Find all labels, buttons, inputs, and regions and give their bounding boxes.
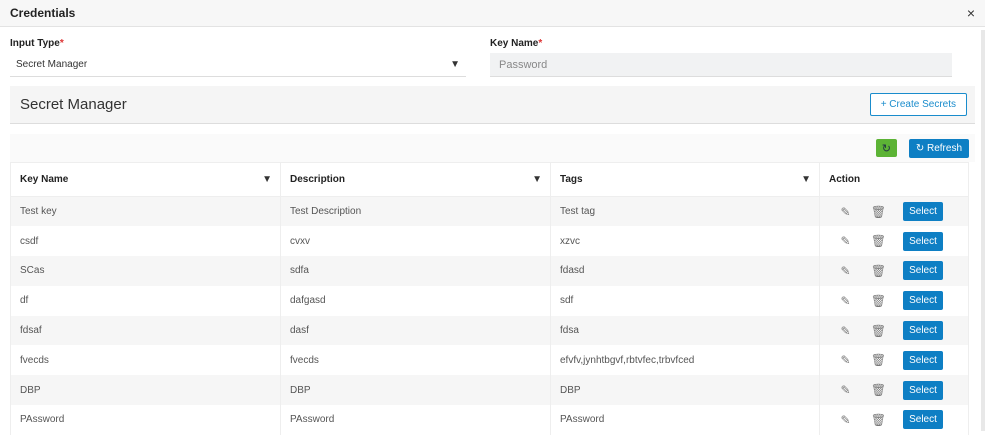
- select-button[interactable]: Select: [903, 261, 943, 281]
- trash-icon[interactable]: 🗑: [870, 293, 887, 308]
- trash-icon[interactable]: 🗑: [870, 204, 887, 219]
- dialog-title: Credentials: [10, 6, 76, 20]
- select-button[interactable]: Select: [903, 350, 943, 370]
- filter-icon[interactable]: ▼: [532, 174, 542, 185]
- cell-description: DBP: [280, 375, 551, 406]
- table-row: Test key Test Description Test tag ✎ 🗑 Select: [10, 196, 969, 227]
- secrets-table: Key Name ▼ Description ▼ Tags ▼ Action Test…: [10, 162, 969, 435]
- edit-icon[interactable]: ✎: [840, 323, 851, 338]
- trash-icon[interactable]: 🗑: [870, 323, 887, 338]
- table-row: PAssword PAssword PAssword ✎ 🗑 Select: [10, 405, 969, 435]
- cell-key-name: df: [10, 285, 281, 316]
- create-secrets-button[interactable]: + Create Secrets: [869, 93, 967, 116]
- cell-tags: efvfv,jynhtbgvf,rbtvfec,trbvfced: [550, 345, 820, 376]
- table-row: SCas sdfa fdasd ✎ 🗑 Select: [10, 256, 969, 286]
- column-header-tags: Tags ▼: [550, 162, 820, 197]
- edit-icon[interactable]: ✎: [840, 412, 851, 427]
- table-row: DBP DBP DBP ✎ 🗑 Select: [10, 375, 969, 406]
- cell-description: dasf: [280, 315, 551, 346]
- cell-tags: DBP: [550, 375, 820, 406]
- trash-icon[interactable]: 🗑: [870, 383, 887, 398]
- cell-tags: xzvc: [550, 226, 820, 257]
- cell-key-name: Test key: [10, 196, 281, 227]
- key-name-label: Key Name*: [490, 38, 543, 49]
- caret-down-icon: ▼: [450, 59, 460, 70]
- key-name-input[interactable]: [490, 53, 952, 77]
- cell-tags: fdasd: [550, 256, 820, 286]
- cell-tags: sdf: [550, 285, 820, 316]
- credentials-form: Input Type* Secret Manager ▼ Key Name*: [0, 38, 985, 77]
- select-button[interactable]: Select: [903, 380, 943, 400]
- cell-key-name: fvecds: [10, 345, 281, 376]
- cell-key-name: fdsaf: [10, 315, 281, 346]
- cell-tags: Test tag: [550, 196, 820, 227]
- refresh-icon: ↻: [915, 142, 927, 154]
- column-header-action: Action: [819, 162, 969, 197]
- table-row: fvecds fvecds efvfv,jynhtbgvf,rbtvfec,trbv…: [10, 345, 969, 376]
- column-header-description: Description ▼: [280, 162, 551, 197]
- input-type-label: Input Type*: [10, 38, 64, 49]
- table-row: csdf cvxv xzvc ✎ 🗑 Select: [10, 226, 969, 257]
- select-button[interactable]: Select: [903, 202, 943, 222]
- trash-icon[interactable]: 🗑: [870, 263, 887, 278]
- edit-icon[interactable]: ✎: [840, 263, 851, 278]
- filter-icon[interactable]: ▼: [801, 174, 811, 185]
- refresh-button[interactable]: ↻ Refresh: [908, 138, 969, 158]
- input-type-select[interactable]: Secret Manager ▼: [10, 53, 466, 77]
- select-button[interactable]: Select: [903, 231, 943, 251]
- dialog-header: Credentials ×: [0, 0, 985, 27]
- reload-icon: ↻: [881, 142, 891, 155]
- trash-icon[interactable]: 🗑: [870, 234, 887, 249]
- scrollbar[interactable]: [981, 30, 985, 431]
- edit-icon[interactable]: ✎: [840, 293, 851, 308]
- cell-description: PAssword: [280, 405, 551, 435]
- table-row: df dafgasd sdf ✎ 🗑 Select: [10, 285, 969, 316]
- edit-icon[interactable]: ✎: [840, 234, 851, 249]
- table-row: fdsaf dasf fdsa ✎ 🗑 Select: [10, 315, 969, 346]
- trash-icon[interactable]: 🗑: [870, 353, 887, 368]
- edit-icon[interactable]: ✎: [840, 383, 851, 398]
- filter-icon[interactable]: ▼: [262, 174, 272, 185]
- cell-description: dafgasd: [280, 285, 551, 316]
- column-header-key-name: Key Name ▼: [10, 162, 281, 197]
- sync-button[interactable]: ↻: [875, 139, 897, 157]
- select-button[interactable]: Select: [903, 321, 943, 341]
- cell-key-name: SCas: [10, 256, 281, 286]
- secret-manager-section: Secret Manager + Create Secrets: [10, 86, 975, 124]
- trash-icon[interactable]: 🗑: [870, 412, 887, 427]
- cell-key-name: PAssword: [10, 405, 281, 435]
- cell-description: sdfa: [280, 256, 551, 286]
- cell-tags: fdsa: [550, 315, 820, 346]
- cell-key-name: DBP: [10, 375, 281, 406]
- cell-description: fvecds: [280, 345, 551, 376]
- section-title: Secret Manager: [20, 96, 127, 113]
- cell-description: cvxv: [280, 226, 551, 257]
- table-toolbar: ↻ ↻ Refresh: [10, 134, 975, 162]
- close-icon[interactable]: ×: [966, 5, 975, 21]
- select-button[interactable]: Select: [903, 410, 943, 430]
- input-type-value: Secret Manager: [16, 59, 88, 70]
- edit-icon[interactable]: ✎: [840, 353, 851, 368]
- cell-tags: PAssword: [550, 405, 820, 435]
- cell-description: Test Description: [280, 196, 551, 227]
- cell-key-name: csdf: [10, 226, 281, 257]
- select-button[interactable]: Select: [903, 291, 943, 311]
- edit-icon[interactable]: ✎: [840, 204, 851, 219]
